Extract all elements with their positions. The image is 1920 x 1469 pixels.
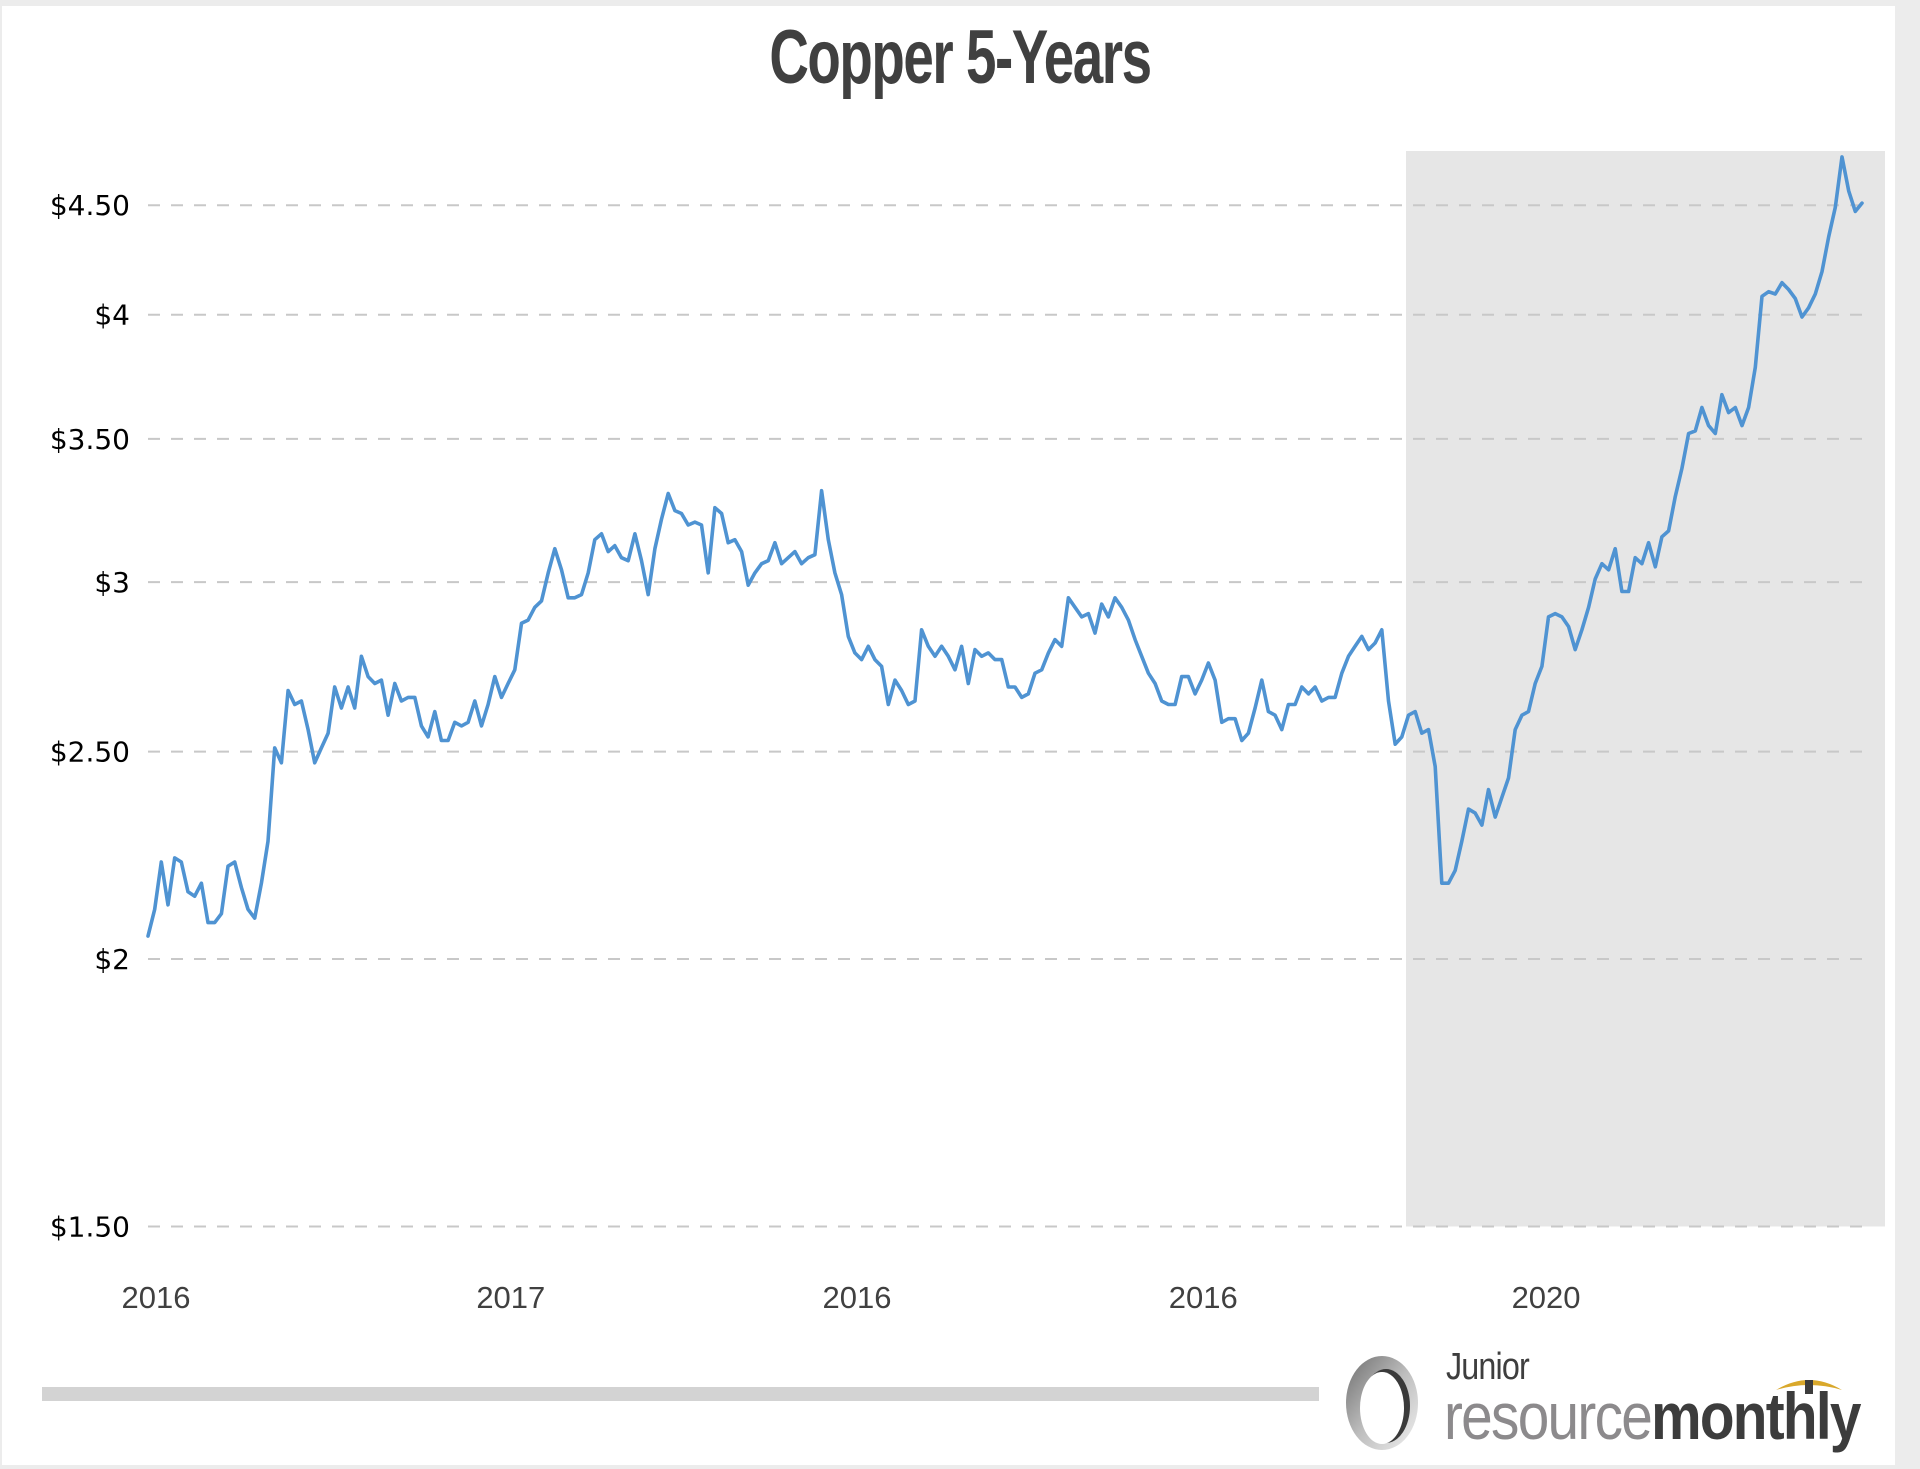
brand-wordmark: resourcemonthly: [1444, 1378, 1861, 1454]
y-tick-label: $4: [94, 299, 130, 332]
brand-logo: Junior resourcemonthly: [1338, 1346, 1898, 1458]
y-axis-labels: $4.50 $4 $3.50 $3 $2.50 $2 $1.50: [50, 189, 130, 1243]
x-tick-label: 2016: [1169, 1280, 1238, 1315]
x-tick-label: 2016: [823, 1280, 892, 1315]
brand-resource: resource: [1444, 1379, 1653, 1453]
y-tick-label: $3.50: [50, 423, 130, 456]
x-tick-label: 2020: [1512, 1280, 1581, 1315]
footer-divider-bar: [42, 1387, 1319, 1401]
y-tick-label: $2.50: [50, 736, 130, 769]
x-tick-label: 2017: [476, 1280, 545, 1315]
y-tick-label: $2: [94, 943, 130, 976]
x-tick-label: 2016: [122, 1280, 191, 1315]
chart-title: Copper 5-Years: [769, 15, 1152, 100]
y-tick-label: $3: [94, 566, 130, 599]
y-tick-label: $4.50: [50, 189, 130, 222]
ring-logo-icon: [1346, 1356, 1418, 1450]
y-tick-label: $1.50: [50, 1210, 130, 1243]
brand-monthly: monthly: [1651, 1379, 1861, 1453]
price-line: [146, 155, 1864, 938]
x-axis-labels: 2016 2017 2016 2016 2020: [122, 1280, 1581, 1315]
gridlines: [148, 204, 1862, 1228]
pickaxe-icon: [1776, 1380, 1842, 1394]
brand-junior: Junior: [1446, 1346, 1530, 1388]
shaded-region: [1406, 151, 1885, 1227]
